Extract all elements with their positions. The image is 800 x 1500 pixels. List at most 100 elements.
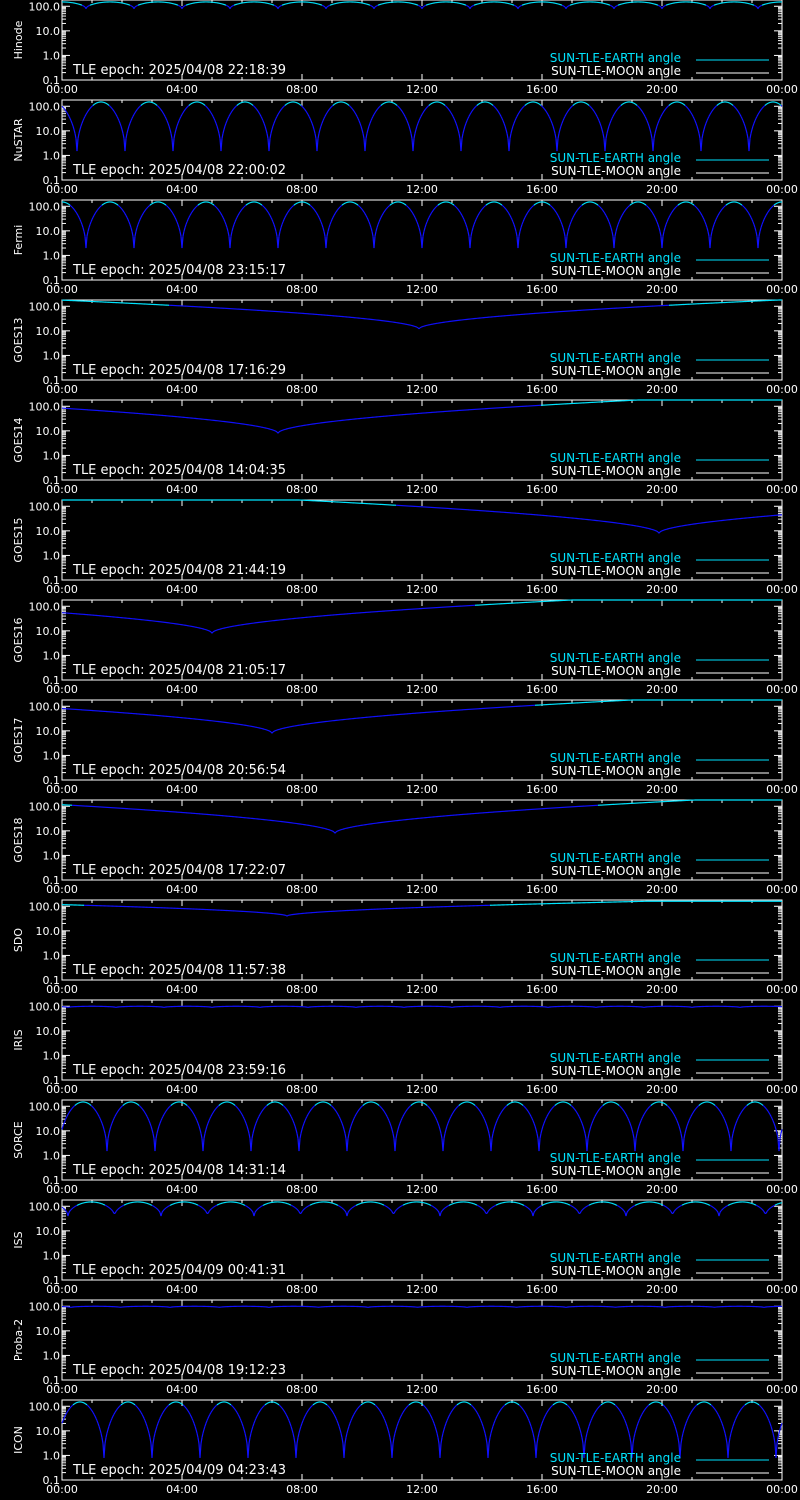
earth-angle-curve-segment: [102, 203, 105, 205]
earth-angle-curve-segment: [293, 203, 296, 206]
earth-angle-curve-segment: [111, 108, 114, 111]
earth-angle-curve-segment: [473, 221, 476, 225]
earth-angle-curve-segment: [323, 231, 326, 237]
earth-angle-curve-segment: [650, 210, 653, 213]
earth-angle-curve-segment: [405, 204, 408, 207]
earth-angle-curve-segment: [502, 205, 505, 208]
earth-angle-curve-segment: [554, 210, 557, 213]
earth-angle-curve-segment: [250, 103, 253, 106]
earth-angle-curve-segment: [424, 108, 427, 111]
earth-angle-curve-segment: [484, 204, 487, 207]
earth-angle-curve-segment: [326, 5, 329, 8]
earth-angle-curve-segment: [767, 210, 770, 213]
earth-angle-curve-segment: [119, 206, 122, 209]
earth-angle-curve-segment: [253, 105, 256, 108]
earth-angle-curve-segment: [684, 104, 687, 107]
earth-angle-curve-segment: [368, 123, 371, 127]
earth-angle-curve-segment: [673, 207, 676, 210]
earth-angle-curve-segment: [597, 204, 600, 207]
earth-angle-curve-segment: [573, 103, 576, 106]
earth-angle-curve-segment: [730, 103, 733, 106]
earth-angle-curve-segment: [531, 205, 534, 208]
earth-angle-curve-segment: [172, 138, 175, 152]
earth-angle-curve-segment: [78, 129, 81, 134]
earth-angle-curve-segment: [471, 227, 474, 232]
earth-angle-curve-segment: [601, 208, 604, 211]
earth-angle-curve-segment: [552, 207, 555, 210]
earth-angle-curve-segment: [721, 207, 724, 210]
y-tick-label: 0.1: [43, 174, 61, 187]
earth-angle-curve-segment: [659, 5, 662, 8]
earth-angle-curve-segment: [658, 227, 661, 232]
earth-angle-curve-segment: [701, 133, 704, 139]
earth-angle-curve-segment: [161, 110, 164, 114]
earth-angle-curve-segment: [558, 217, 561, 220]
y-tick-label: 10.0: [36, 225, 61, 238]
earth-angle-curve-segment: [272, 123, 275, 127]
earth-angle-curve-segment: [288, 208, 291, 211]
earth-angle-curve-segment: [697, 208, 700, 211]
earth-angle-curve-segment: [319, 219, 322, 223]
earth-angle-curve-segment: [498, 112, 501, 115]
earth-angle-curve-segment: [331, 104, 334, 107]
earth-angle-curve-segment: [490, 103, 493, 106]
earth-angle-curve-segment: [368, 221, 371, 225]
earth-angle-curve-segment: [327, 109, 330, 112]
earth-angle-curve-segment: [260, 116, 263, 119]
earth-angle-curve-segment: [711, 227, 714, 232]
earth-angle-curve-segment: [688, 109, 691, 112]
earth-angle-curve-segment: [652, 213, 655, 216]
x-tick-label: 00:00: [766, 483, 798, 496]
earth-angle-curve-segment: [619, 104, 622, 107]
earth-angle-curve-segment: [256, 109, 259, 112]
earth-angle-curve-segment: [622, 211, 625, 214]
earth-angle-curve-segment: [611, 116, 614, 119]
earth-angle-curve-segment: [327, 227, 330, 232]
earth-angle-curve-segment: [179, 231, 182, 237]
earth-angle-curve-segment: [470, 110, 473, 114]
x-tick-label: 16:00: [526, 183, 558, 196]
tle-epoch-text: TLE epoch: 2025/04/08 22:00:02: [72, 163, 286, 178]
earth-angle-curve-segment: [343, 202, 346, 205]
earth-angle-curve-segment: [457, 208, 460, 211]
earth-angle-curve-segment: [553, 208, 556, 211]
earth-angle-curve-segment: [649, 208, 652, 211]
earth-angle-curve-segment: [508, 138, 511, 152]
earth-angle-curve-segment: [167, 206, 170, 209]
earth-angle-curve-segment: [86, 110, 89, 114]
earth-angle-curve-segment: [661, 112, 664, 115]
earth-angle-curve-segment: [74, 210, 77, 213]
earth-angle-curve-segment: [309, 204, 312, 207]
earth-angle-curve-segment: [416, 221, 419, 225]
earth-angle-curve-segment: [491, 104, 494, 106]
earth-angle-curve-segment: [707, 116, 710, 119]
earth-angle-curve-segment: [387, 205, 390, 208]
earth-angle-curve-segment: [119, 123, 122, 127]
earth-angle-curve-segment: [602, 133, 605, 139]
earth-angle-curve-segment: [72, 207, 75, 210]
earth-angle-curve-segment: [100, 204, 103, 207]
earth-angle-curve-segment: [599, 206, 602, 209]
earth-angle-curve-segment: [317, 215, 320, 218]
earth-angle-curve-segment: [596, 116, 599, 119]
earth-angle-curve-segment: [659, 116, 662, 119]
earth-angle-curve-segment: [233, 221, 236, 225]
earth-angle-curve-segment: [275, 5, 278, 8]
earth-angle-curve-segment: [357, 204, 360, 207]
earth-angle-curve-segment: [70, 120, 73, 124]
earth-angle-curve-segment: [764, 104, 767, 106]
earth-angle-curve-segment: [168, 125, 171, 130]
earth-angle-curve-segment: [126, 217, 129, 220]
earth-angle-curve-segment: [155, 104, 158, 106]
x-tick-label: 00:00: [46, 383, 78, 396]
earth-angle-curve-segment: [643, 114, 646, 117]
earth-angle-curve-segment: [118, 120, 121, 124]
earth-angle-curve-segment: [63, 108, 66, 111]
earth-angle-curve-segment: [144, 208, 147, 211]
earth-angle-curve-segment: [135, 227, 138, 232]
x-tick-label: 00:00: [766, 383, 798, 396]
earth-angle-curve-segment: [369, 120, 372, 124]
earth-angle-curve-segment: [311, 123, 314, 127]
earth-angle-curve-segment: [458, 133, 461, 139]
earth-angle-curve-segment: [351, 108, 354, 111]
